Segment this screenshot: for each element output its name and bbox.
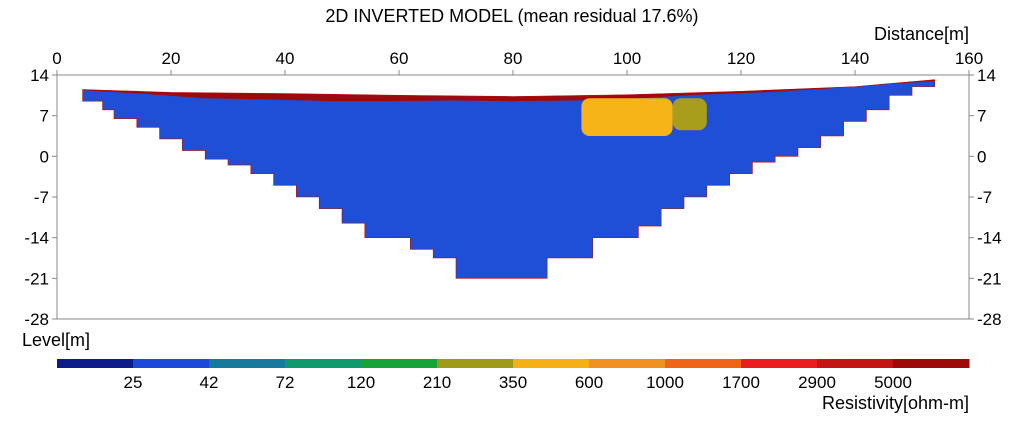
x-tick-label: 40	[276, 49, 295, 68]
color-swatch	[741, 359, 818, 368]
color-scale-tick: 1000	[646, 373, 684, 392]
color-scale-tick: 600	[575, 373, 603, 392]
chart-title: 2D INVERTED MODEL (mean residual 17.6%)	[325, 6, 698, 26]
x-tick-label: 160	[955, 49, 983, 68]
color-swatch	[665, 359, 742, 368]
color-swatch	[513, 359, 590, 368]
y-tick-label-left: 7	[40, 107, 49, 126]
y-tick-label-left: -14	[24, 229, 49, 248]
x-axis-label: Distance[m]	[874, 24, 969, 44]
color-scale-tick: 120	[347, 373, 375, 392]
anomaly-210	[672, 98, 707, 131]
y-axis-left: 14 7 0 -7 -14 -21 -28	[24, 66, 57, 329]
x-tick-label: 100	[613, 49, 641, 68]
color-scale-tick: 1700	[722, 373, 760, 392]
color-scale-tick: 25	[124, 373, 143, 392]
x-tick-label: 140	[841, 49, 869, 68]
anomaly-600	[581, 98, 673, 136]
y-axis-right: 14 7 0 -7 -14 -21 -28	[969, 66, 1002, 329]
y-tick-label-right: -21	[977, 269, 1002, 288]
x-tick-label: 20	[162, 49, 181, 68]
layer-42	[82, 80, 935, 279]
y-tick-label-left: 0	[40, 147, 49, 166]
x-tick-label: 80	[504, 49, 523, 68]
color-swatch	[893, 359, 970, 368]
y-tick-label-left: -28	[24, 310, 49, 329]
resistivity-section	[82, 79, 935, 279]
x-tick-label: 120	[727, 49, 755, 68]
color-swatch	[437, 359, 514, 368]
y-tick-label-right: -7	[977, 188, 992, 207]
color-swatch	[57, 359, 134, 368]
color-scale-label: Resistivity[ohm-m]	[822, 393, 969, 413]
x-tick-label: 0	[52, 49, 61, 68]
y-tick-label-right: 7	[977, 107, 986, 126]
color-scale-ticks: 25 42 72 120 210 350 600 1000 1700 2900 5000	[124, 373, 912, 392]
color-scale-tick: 72	[276, 373, 295, 392]
color-swatch	[133, 359, 210, 368]
y-tick-label-left: 14	[30, 66, 49, 85]
color-scale-tick: 2900	[798, 373, 836, 392]
color-scale-tick: 5000	[874, 373, 912, 392]
section-outline	[82, 79, 936, 279]
y-axis-label: Level[m]	[22, 330, 90, 350]
color-swatch	[209, 359, 286, 368]
x-tick-label: 60	[390, 49, 409, 68]
x-axis-top: 0 20 40 60 80 100 120 140 160	[52, 49, 983, 75]
y-tick-label-right: -14	[977, 229, 1002, 248]
y-tick-label-right: 14	[977, 66, 996, 85]
color-scale-tick: 350	[499, 373, 527, 392]
color-scale-tick: 42	[200, 373, 219, 392]
y-tick-label-left: -21	[24, 269, 49, 288]
color-swatch	[361, 359, 438, 368]
color-scale-bar	[57, 359, 970, 368]
plot-frame	[56, 74, 970, 320]
y-tick-label-right: -28	[977, 310, 1002, 329]
y-tick-label-right: 0	[977, 147, 986, 166]
color-scale-tick: 210	[423, 373, 451, 392]
y-tick-label-left: -7	[34, 188, 49, 207]
color-swatch	[589, 359, 666, 368]
color-swatch	[817, 359, 894, 368]
color-swatch	[285, 359, 362, 368]
